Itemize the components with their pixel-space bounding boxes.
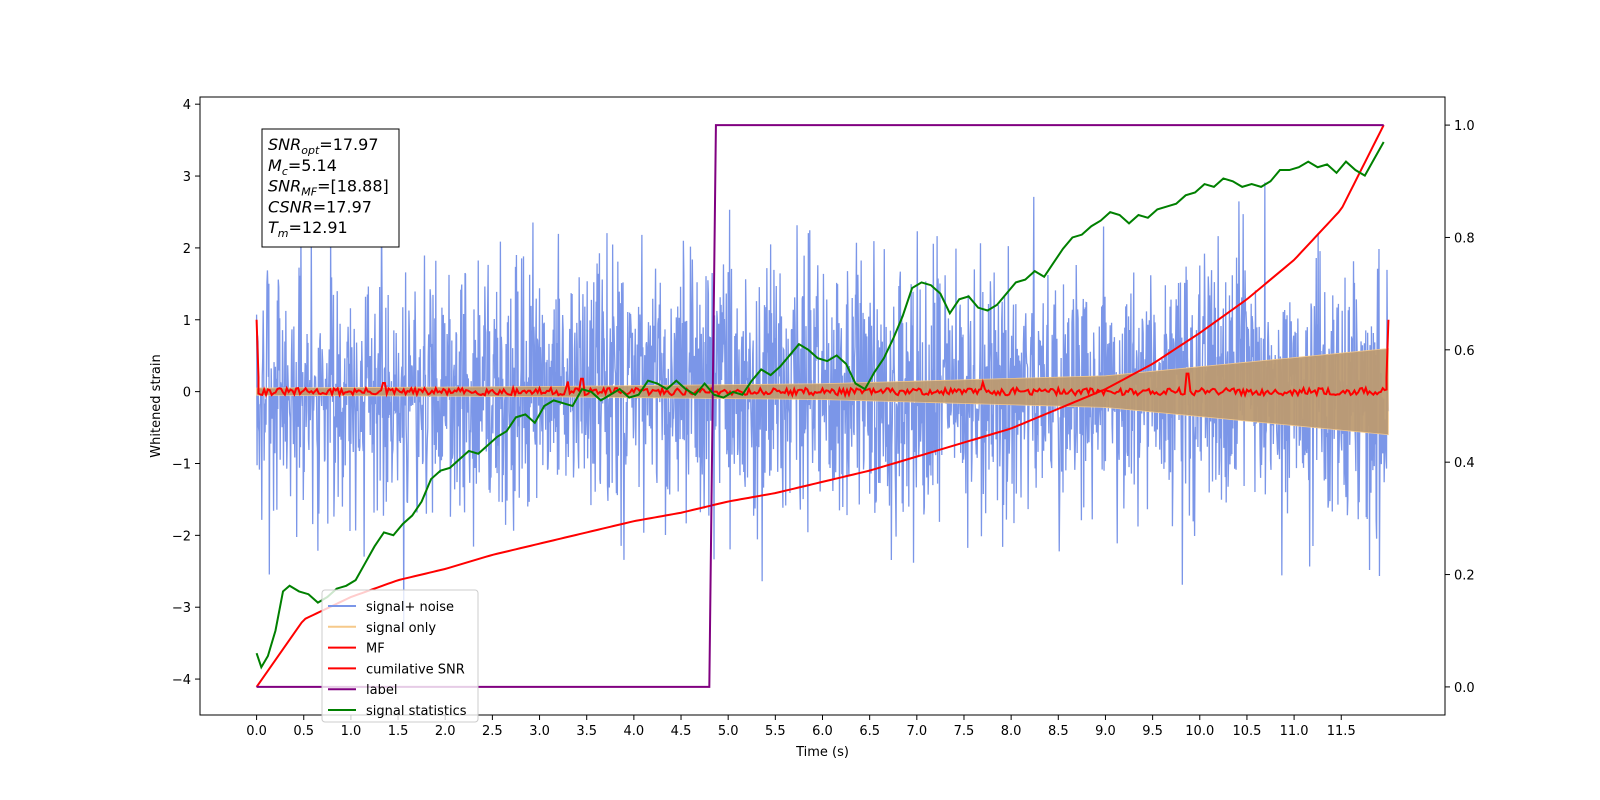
legend-label: signal+ noise xyxy=(366,600,454,615)
legend-label: cumilative SNR xyxy=(366,662,465,677)
y-right-tick-label: 0.2 xyxy=(1454,569,1475,584)
y-left-tick-label: −4 xyxy=(172,673,191,688)
y-left-tick-label: 3 xyxy=(183,170,191,185)
info-box: SNRopt=17.97Mc=5.14SNRMF=[18.88]CSNR=17.… xyxy=(261,128,400,248)
series-mf xyxy=(255,319,1390,399)
y-right-tick-label: 1.0 xyxy=(1454,119,1475,134)
x-tick-label: 4.0 xyxy=(624,724,645,739)
y-left-tick-label: −1 xyxy=(172,457,191,472)
x-tick-label: 9.0 xyxy=(1095,724,1116,739)
info-line: CSNR=17.97 xyxy=(268,197,372,216)
x-tick-label: 2.5 xyxy=(482,724,503,739)
x-tick-label: 9.5 xyxy=(1142,724,1163,739)
y-right-tick-label: 0.0 xyxy=(1454,681,1475,696)
x-tick-label: 11.5 xyxy=(1327,724,1356,739)
x-tick-label: 4.5 xyxy=(671,724,692,739)
plot-area xyxy=(255,124,1390,688)
y-right-tick-label: 0.4 xyxy=(1454,456,1475,471)
series-signal-noise xyxy=(255,182,1390,630)
x-tick-label: 10.5 xyxy=(1232,724,1261,739)
y-right-tick-label: 0.8 xyxy=(1454,231,1475,246)
plot-clip xyxy=(255,124,1390,688)
legend-label: MF xyxy=(366,642,385,657)
x-tick-label: 0.0 xyxy=(246,724,267,739)
x-tick-label: 1.0 xyxy=(341,724,362,739)
x-tick-label: 2.0 xyxy=(435,724,456,739)
x-tick-label: 7.0 xyxy=(906,724,927,739)
info-line: Tm=12.91 xyxy=(268,218,348,240)
x-axis-label: Time (s) xyxy=(795,745,849,760)
y-left-tick-label: 2 xyxy=(183,242,191,257)
info-line: Mc=5.14 xyxy=(268,156,337,178)
x-tick-label: 8.5 xyxy=(1048,724,1069,739)
x-tick-label: 1.5 xyxy=(388,724,409,739)
x-tick-label: 3.5 xyxy=(576,724,597,739)
legend-label: signal statistics xyxy=(366,704,467,719)
legend: signal+ noise signal only MF cumilative SNR… xyxy=(321,589,479,723)
x-tick-label: 8.0 xyxy=(1001,724,1022,739)
y-right-tick-label: 0.6 xyxy=(1454,344,1475,359)
x-tick-label: 10.0 xyxy=(1185,724,1214,739)
y-left-tick-label: 4 xyxy=(183,98,191,113)
x-tick-label: 6.0 xyxy=(812,724,833,739)
series-label xyxy=(256,124,1384,688)
info-line: SNRMF=[18.88] xyxy=(268,177,389,199)
x-tick-label: 3.0 xyxy=(529,724,550,739)
x-tick-label: 5.5 xyxy=(765,724,786,739)
info-box-frame xyxy=(261,128,400,248)
y-axis-label-left: Whitened strain xyxy=(149,354,164,457)
series-signal-statistics xyxy=(255,141,1385,670)
legend-label: signal only xyxy=(366,621,436,636)
y-left-tick-label: −3 xyxy=(172,601,191,616)
y-left-tick-label: 1 xyxy=(183,314,191,329)
axes: 0.0 0.5 1.0 1.5 2.0 2.5 3.0 3.5 4.0 4.5 5.0 5.5 6.0 6… xyxy=(172,96,1475,739)
x-tick-label: 7.5 xyxy=(954,724,975,739)
x-tick-label: 11.0 xyxy=(1280,724,1309,739)
y-left-tick-label: −2 xyxy=(172,529,191,544)
x-tick-label: 6.5 xyxy=(859,724,880,739)
x-tick-label: 0.5 xyxy=(293,724,314,739)
x-tick-label: 5.0 xyxy=(718,724,739,739)
legend-label: label xyxy=(366,683,397,698)
legend-frame xyxy=(321,589,479,723)
y-left-tick-label: 0 xyxy=(183,386,191,401)
series-cumulative-snr xyxy=(255,124,1385,688)
info-line: SNRopt=17.97 xyxy=(268,135,379,157)
